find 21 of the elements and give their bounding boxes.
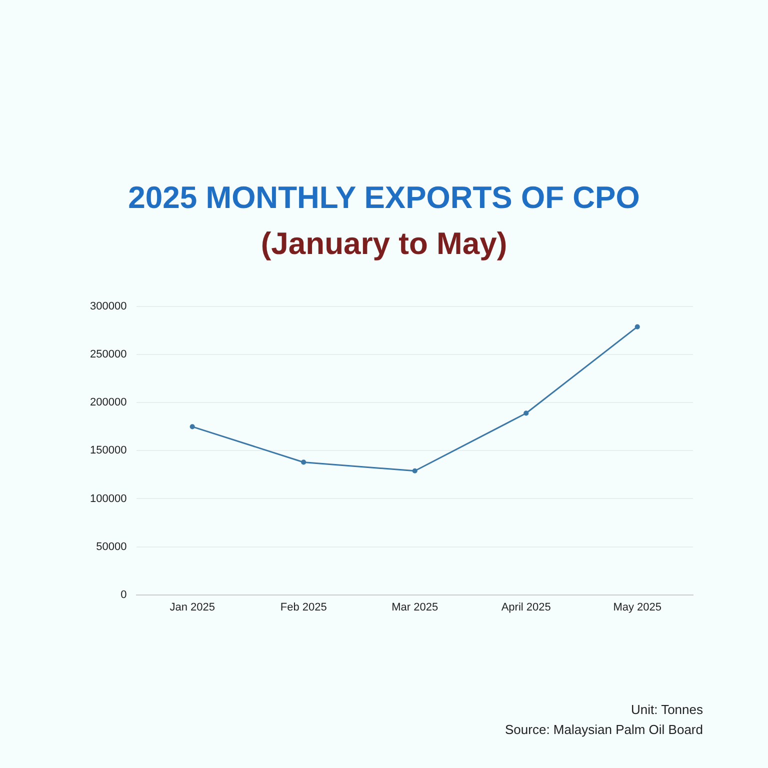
- y-tick-label: 300000: [90, 300, 127, 313]
- chart-subtitle: (January to May): [260, 226, 508, 262]
- point: [190, 424, 195, 430]
- point: [524, 410, 529, 416]
- x-tick-label: April 2025: [501, 601, 551, 614]
- y-tick-label: 150000: [90, 444, 127, 457]
- y-tick-label: 200000: [90, 396, 127, 409]
- point: [412, 468, 418, 474]
- x-tick-label: Feb 2025: [280, 601, 327, 614]
- y-tick-label: 100000: [90, 492, 127, 505]
- x-tick-label: May 2025: [613, 601, 662, 614]
- text: Unit: Tonnes: [630, 701, 703, 719]
- point: [301, 460, 306, 465]
- point: [634, 324, 640, 330]
- source-note: Source: Malaysian Palm Oil Board: [505, 721, 703, 739]
- x-tick-label: Mar 2025: [392, 601, 438, 614]
- y-tick-label: 250000: [90, 348, 127, 361]
- x-tick-label: Jan 2025: [170, 601, 215, 614]
- chart-title: 2025 MONTHLY EXPORTS OF CPO: [127, 180, 641, 216]
- y-tick-label: 50000: [96, 540, 127, 553]
- y-tick-label: 0: [120, 588, 127, 601]
